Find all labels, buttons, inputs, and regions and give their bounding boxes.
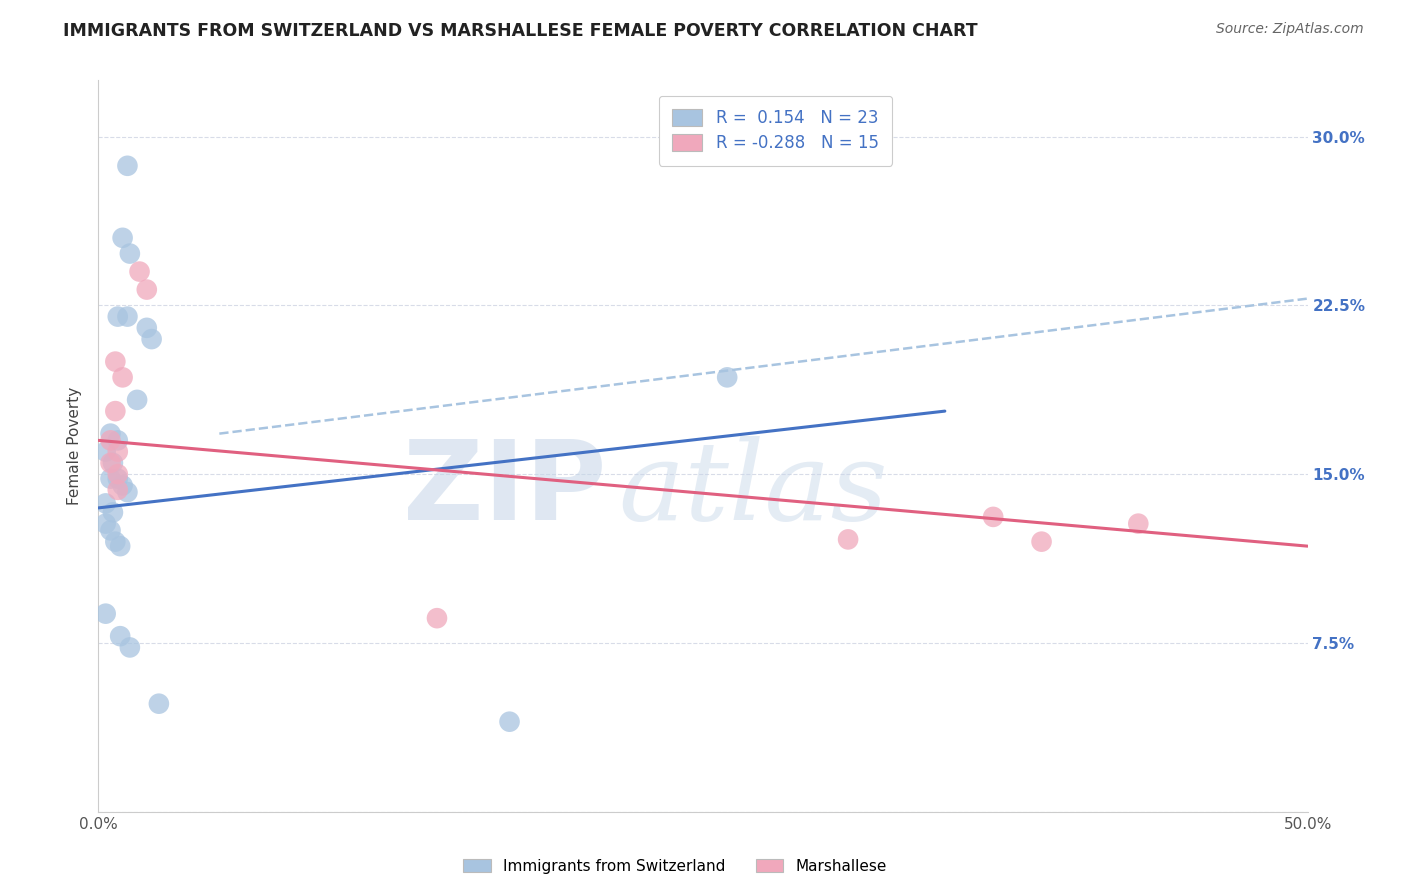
Point	[498, 714, 520, 729]
Point	[107, 483, 129, 497]
Text: Source: ZipAtlas.com: Source: ZipAtlas.com	[1216, 22, 1364, 37]
Point	[94, 607, 117, 621]
Point	[426, 611, 449, 625]
Point	[837, 533, 859, 547]
Point	[117, 485, 139, 500]
Point	[107, 467, 129, 482]
Point	[117, 159, 139, 173]
Point	[104, 404, 127, 418]
Point	[100, 434, 122, 448]
Point	[107, 434, 129, 448]
Point	[127, 392, 149, 407]
Point	[118, 246, 141, 260]
Point	[100, 426, 122, 441]
Point	[141, 332, 163, 346]
Point	[135, 283, 157, 297]
Y-axis label: Female Poverty: Female Poverty	[67, 387, 83, 505]
Point	[104, 354, 127, 368]
Legend: Immigrants from Switzerland, Marshallese: Immigrants from Switzerland, Marshallese	[457, 853, 893, 880]
Point	[107, 472, 129, 486]
Text: IMMIGRANTS FROM SWITZERLAND VS MARSHALLESE FEMALE POVERTY CORRELATION CHART: IMMIGRANTS FROM SWITZERLAND VS MARSHALLE…	[63, 22, 979, 40]
Point	[100, 456, 122, 470]
Point	[94, 496, 117, 510]
Point	[1128, 516, 1150, 531]
Point	[107, 444, 129, 458]
Point	[100, 524, 122, 538]
Point	[981, 509, 1004, 524]
Point	[108, 539, 131, 553]
Point	[135, 321, 157, 335]
Point	[100, 472, 122, 486]
Point	[94, 516, 117, 531]
Legend: R =  0.154   N = 23, R = -0.288   N = 15: R = 0.154 N = 23, R = -0.288 N = 15	[659, 96, 891, 166]
Point	[107, 310, 129, 324]
Point	[104, 534, 127, 549]
Point	[108, 629, 131, 643]
Point	[101, 505, 124, 519]
Point	[111, 370, 134, 384]
Point	[111, 478, 134, 492]
Point	[716, 370, 738, 384]
Point	[94, 444, 117, 458]
Text: ZIP: ZIP	[404, 436, 606, 543]
Point	[101, 456, 124, 470]
Point	[111, 231, 134, 245]
Point	[118, 640, 141, 655]
Point	[128, 264, 150, 278]
Point	[117, 310, 139, 324]
Point	[148, 697, 170, 711]
Text: atlas: atlas	[619, 436, 889, 543]
Point	[1031, 534, 1053, 549]
